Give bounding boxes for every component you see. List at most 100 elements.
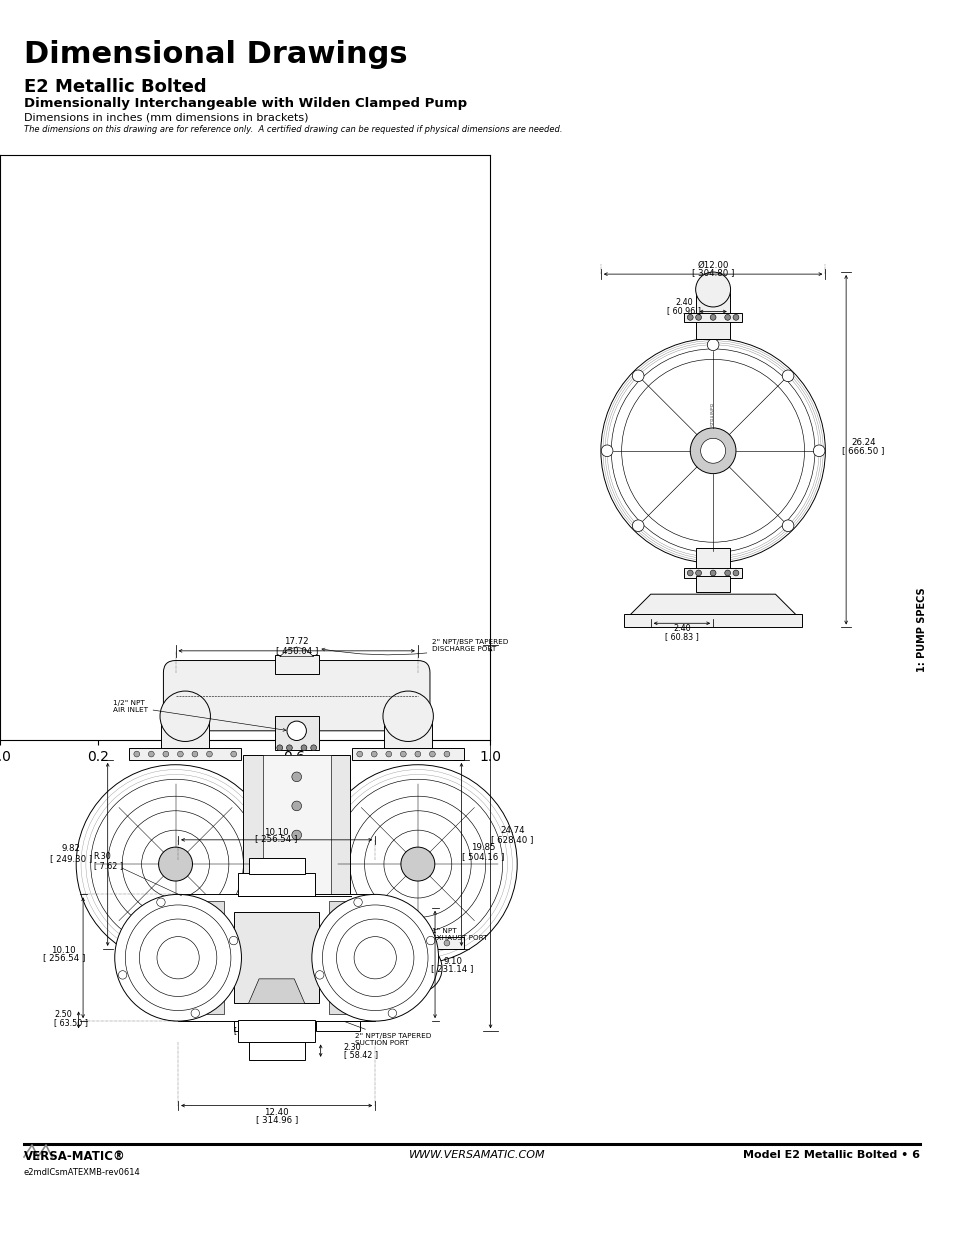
Text: Model E2 Metallic Bolted • 6: Model E2 Metallic Bolted • 6 (742, 1150, 919, 1160)
Text: 17.72: 17.72 (284, 637, 309, 646)
Text: 12.40: 12.40 (264, 1108, 289, 1118)
Circle shape (118, 971, 127, 979)
Text: Dimensionally Interchangeable with Wilden Clamped Pump: Dimensionally Interchangeable with Wilde… (24, 98, 467, 110)
Circle shape (709, 315, 716, 320)
Circle shape (292, 888, 301, 898)
Text: [ 256.54 ]: [ 256.54 ] (43, 953, 85, 962)
Bar (248, 1041, 305, 1060)
Bar (237, 1020, 315, 1042)
Bar (178, 894, 375, 1021)
Circle shape (156, 898, 165, 906)
Circle shape (192, 751, 197, 757)
Circle shape (700, 438, 725, 463)
Bar (274, 716, 318, 750)
Circle shape (813, 445, 824, 457)
Text: 26.24: 26.24 (850, 438, 875, 447)
Text: .38: .38 (242, 1018, 254, 1026)
Circle shape (292, 772, 301, 782)
Text: 2" NPT/BSP TAPERED
SUCTION PORT: 2" NPT/BSP TAPERED SUCTION PORT (321, 1013, 431, 1046)
Circle shape (276, 961, 316, 1002)
Text: 1" NPT
EXHAUST PORT: 1" NPT EXHAUST PORT (373, 927, 487, 950)
Bar (683, 568, 741, 578)
Text: 19.85: 19.85 (471, 842, 495, 852)
Bar (233, 1020, 277, 1031)
Circle shape (311, 745, 316, 751)
Circle shape (133, 940, 139, 946)
Circle shape (385, 940, 392, 946)
Text: 2.40: 2.40 (675, 299, 692, 308)
Circle shape (76, 764, 274, 963)
Bar (274, 655, 318, 674)
Circle shape (632, 370, 643, 382)
Bar (234, 911, 318, 1004)
Circle shape (443, 751, 450, 757)
Bar (206, 902, 224, 1014)
Circle shape (600, 445, 612, 457)
Text: [ 314.96 ]: [ 314.96 ] (255, 1115, 297, 1124)
Bar (683, 312, 741, 322)
Text: [ 9.53 ]: [ 9.53 ] (233, 1026, 262, 1035)
Circle shape (415, 751, 420, 757)
Bar (241, 998, 270, 1021)
Circle shape (388, 1009, 396, 1018)
Bar (248, 858, 305, 874)
Bar (329, 902, 347, 1014)
Text: 9.82: 9.82 (62, 844, 81, 853)
Circle shape (371, 940, 376, 946)
Bar (696, 321, 729, 340)
Circle shape (690, 427, 735, 474)
Circle shape (371, 751, 376, 757)
Circle shape (706, 551, 719, 563)
Circle shape (207, 751, 213, 757)
Bar (237, 873, 315, 897)
Circle shape (415, 940, 420, 946)
Bar (696, 577, 729, 592)
Circle shape (382, 692, 433, 741)
Circle shape (429, 940, 435, 946)
Circle shape (443, 940, 450, 946)
Circle shape (385, 751, 392, 757)
Circle shape (686, 315, 693, 320)
Circle shape (732, 571, 739, 576)
Circle shape (400, 940, 406, 946)
Circle shape (191, 1009, 199, 1018)
Bar (130, 747, 241, 760)
Text: [ 628.40 ]: [ 628.40 ] (491, 835, 533, 845)
Text: [ 666.50 ]: [ 666.50 ] (841, 446, 883, 456)
Circle shape (632, 520, 643, 531)
Text: [ 63.50 ]: [ 63.50 ] (54, 1019, 89, 1028)
Bar (257, 937, 335, 951)
Text: 10.10: 10.10 (51, 946, 76, 955)
Text: 2.50: 2.50 (54, 1010, 72, 1019)
Circle shape (732, 315, 739, 320)
Circle shape (407, 957, 428, 979)
Circle shape (286, 745, 292, 751)
Bar (315, 1020, 359, 1031)
Text: [ 7.62 ]: [ 7.62 ] (93, 861, 123, 869)
Circle shape (292, 860, 301, 869)
Circle shape (192, 940, 197, 946)
Bar (323, 998, 352, 1021)
Circle shape (301, 745, 307, 751)
Bar (161, 716, 210, 747)
Text: [ 231.14 ]: [ 231.14 ] (431, 963, 474, 973)
Circle shape (231, 940, 236, 946)
Bar (352, 747, 463, 760)
Text: [ 450.04 ]: [ 450.04 ] (275, 646, 317, 655)
Text: E2 Metallic Bolted: E2 Metallic Bolted (24, 78, 207, 96)
Text: [ 504.16 ]: [ 504.16 ] (461, 852, 504, 861)
Circle shape (356, 751, 362, 757)
Text: [ 256.54 ]: [ 256.54 ] (255, 835, 297, 844)
Text: R.30: R.30 (93, 852, 112, 861)
Text: 1: PUMP SPECS: 1: PUMP SPECS (916, 588, 926, 672)
Text: e2mdlCsmATEXMB-rev0614: e2mdlCsmATEXMB-rev0614 (24, 1168, 141, 1177)
Circle shape (600, 338, 824, 563)
Circle shape (114, 894, 241, 1021)
Circle shape (706, 338, 719, 351)
Circle shape (695, 315, 700, 320)
Circle shape (394, 944, 441, 993)
Circle shape (163, 940, 169, 946)
Text: [ 249.30 ]: [ 249.30 ] (51, 853, 92, 863)
Text: 9.10: 9.10 (443, 957, 461, 966)
Circle shape (149, 940, 154, 946)
